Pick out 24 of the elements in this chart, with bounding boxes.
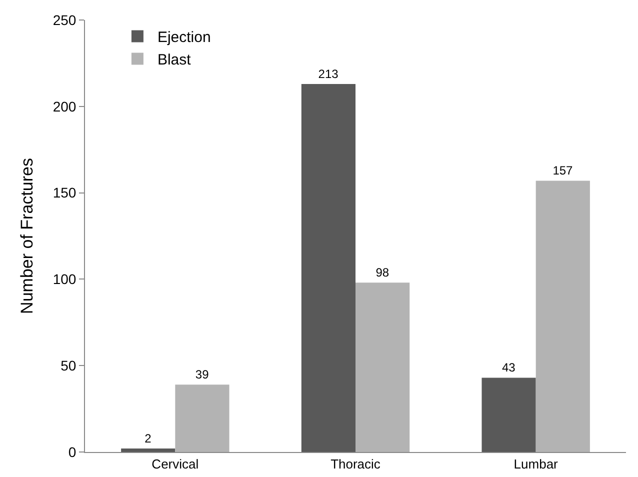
- y-tick-label: 150: [52, 184, 76, 201]
- y-tick-label: 200: [52, 98, 76, 114]
- data-label: 157: [552, 164, 574, 178]
- x-tick-label: Thoracic: [330, 456, 381, 472]
- data-label: 98: [376, 266, 390, 280]
- x-tick-label: Lumbar: [514, 456, 559, 472]
- x-tick-label: Cervical: [152, 456, 199, 472]
- y-tick-label: 250: [52, 12, 76, 28]
- y-tick-label: 100: [52, 271, 76, 288]
- data-label: 39: [195, 368, 210, 382]
- y-tick-label: 50: [60, 358, 76, 374]
- legend-label: Blast: [157, 52, 192, 69]
- bar: [301, 84, 356, 452]
- bar: [356, 282, 410, 452]
- bar: [536, 180, 590, 452]
- y-tick-label: 0: [68, 444, 76, 460]
- bar: [121, 448, 176, 452]
- data-label: 2: [144, 432, 152, 446]
- y-axis-title: Number of Fractures: [17, 158, 36, 314]
- data-label: 213: [318, 66, 339, 81]
- legend-label: Ejection: [157, 29, 211, 46]
- bar: [175, 384, 230, 452]
- data-label: 43: [502, 360, 516, 375]
- bar: [482, 378, 536, 452]
